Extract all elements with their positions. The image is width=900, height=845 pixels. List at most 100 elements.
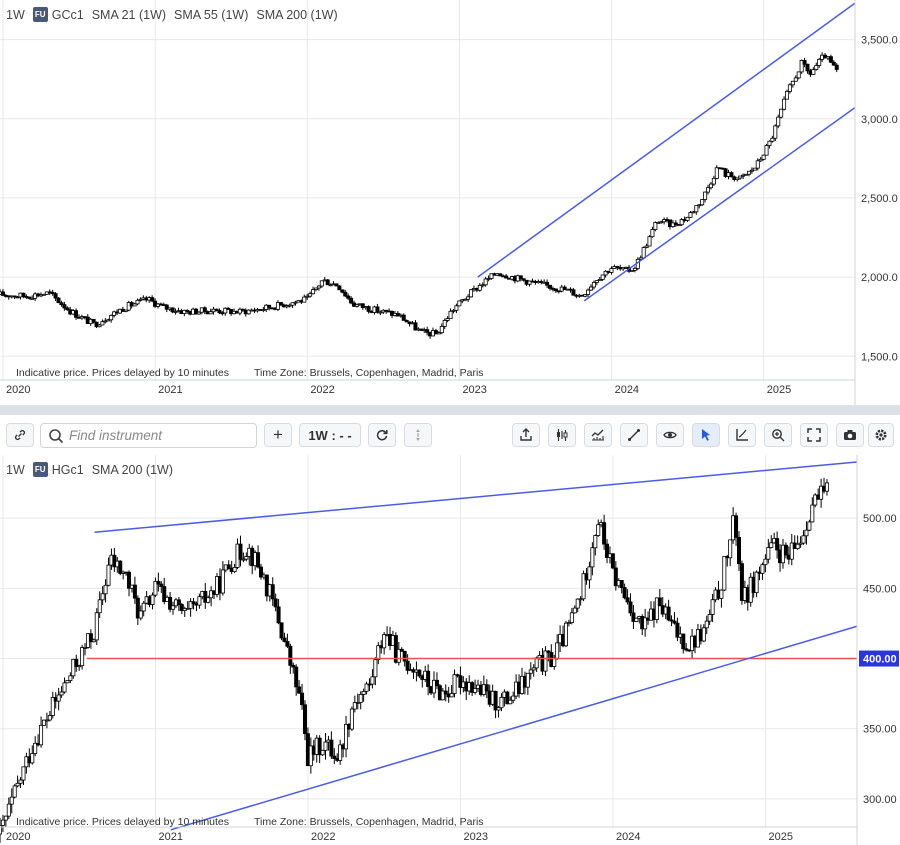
chart-panel-copper[interactable]: 300.00 350.00 450.00 500.00 400.00 2020 2021 20… — [0, 455, 900, 845]
search-input[interactable] — [69, 428, 249, 443]
candle-body — [65, 680, 70, 684]
candle-body — [352, 702, 357, 710]
price-axis-tick: 2,500.0 — [861, 193, 898, 205]
candle-body — [470, 682, 475, 693]
candle-body — [328, 284, 333, 287]
candle-body — [596, 524, 601, 536]
candle-body — [555, 642, 560, 659]
chart-canvas-gold[interactable]: 1,500.0 2,000.0 2,500.0 3,000.0 3,500.0 2020 2… — [0, 0, 900, 405]
candle-body — [744, 173, 749, 176]
cursor-button[interactable] — [692, 423, 720, 447]
candle-body — [448, 310, 453, 319]
candle-body — [12, 295, 17, 298]
candle-body — [226, 564, 231, 569]
candle-body — [701, 627, 706, 642]
candlestick-icon — [557, 429, 568, 441]
time-axis-label: 2023 — [462, 384, 486, 396]
chart-type-button[interactable] — [548, 423, 576, 447]
candle-body — [508, 699, 513, 705]
interval-label[interactable]: 1W — [6, 7, 25, 22]
panel-divider[interactable] — [0, 405, 900, 415]
trendline — [583, 107, 856, 302]
candle-body — [293, 301, 298, 304]
candle-body — [156, 580, 161, 585]
candle-body — [714, 167, 719, 179]
link-button[interactable] — [6, 423, 34, 447]
candle-body — [179, 604, 184, 611]
candle-body — [773, 125, 778, 139]
candle-body — [749, 169, 754, 172]
candle-body — [300, 692, 305, 706]
interval-button[interactable]: 1W : - - — [299, 423, 361, 447]
candle-body — [562, 286, 567, 290]
indicator-label[interactable]: SMA 21 (1W) — [91, 7, 167, 22]
candle-body — [360, 303, 365, 309]
chart-canvas-copper[interactable]: 300.00 350.00 450.00 500.00 400.00 2020 2021 20… — [0, 455, 900, 845]
candle-body — [521, 278, 526, 281]
candle-body — [425, 329, 430, 333]
candle-body — [313, 287, 318, 291]
candle-body — [267, 304, 272, 309]
candle-body — [583, 294, 588, 297]
price-axis-tick: 300.00 — [863, 794, 897, 806]
candle-body — [452, 674, 457, 694]
candle-body — [631, 612, 636, 622]
candle-body — [432, 679, 437, 694]
candle-body — [799, 60, 804, 73]
add-button[interactable]: + — [264, 423, 292, 447]
settings-button[interactable] — [868, 423, 894, 447]
reorder-button[interactable] — [404, 423, 432, 447]
candle-body — [88, 633, 93, 643]
symbol-label[interactable]: GCc1 — [51, 7, 84, 22]
candle-body — [376, 645, 381, 661]
candle-body — [71, 658, 76, 677]
symbol-label[interactable]: HGc1 — [51, 462, 84, 477]
snapshot-button[interactable] — [836, 423, 864, 447]
candle-body — [625, 597, 630, 603]
candle-body — [278, 302, 283, 306]
candle-body — [477, 285, 482, 291]
axis-button[interactable] — [728, 423, 756, 447]
candle-body — [214, 308, 219, 311]
indicator-label[interactable]: SMA 200 (1W) — [256, 7, 338, 22]
indicator-label[interactable]: SMA 55 (1W) — [174, 7, 249, 22]
indicator-label[interactable]: SMA 200 (1W) — [91, 462, 173, 477]
candle-body — [597, 278, 602, 282]
interval-label[interactable]: 1W — [6, 462, 25, 477]
candle-body — [15, 782, 20, 787]
indicators-button[interactable] — [584, 423, 612, 447]
draw-line-button[interactable] — [620, 423, 648, 447]
share-icon — [520, 428, 532, 441]
candle-body — [150, 297, 155, 302]
search-box[interactable] — [40, 423, 257, 448]
candle-body — [659, 221, 664, 224]
candle-body — [206, 597, 211, 603]
candle-body — [413, 322, 418, 331]
time-axis-label: 2021 — [159, 831, 183, 843]
candle-body — [402, 650, 407, 662]
candle-body — [563, 622, 568, 647]
visibility-button[interactable] — [656, 423, 684, 447]
refresh-button[interactable] — [368, 423, 396, 447]
candle-body — [355, 702, 360, 704]
candle-body — [729, 172, 734, 178]
candle-body — [831, 61, 836, 66]
candle-body — [518, 275, 523, 280]
fullscreen-button[interactable] — [800, 423, 828, 447]
candle-body — [675, 622, 680, 638]
candle-body — [132, 303, 137, 307]
chart-panel-gold[interactable]: 1,500.0 2,000.0 2,500.0 3,000.0 3,500.0 2020 2… — [0, 0, 900, 405]
candle-body — [764, 145, 769, 156]
candle-body — [811, 69, 816, 75]
candle-body — [770, 137, 775, 142]
candle-body — [65, 307, 70, 311]
candle-body — [676, 224, 681, 227]
candle-body — [94, 321, 99, 328]
candle-body — [782, 98, 787, 110]
candle-body — [591, 282, 596, 288]
zoom-button[interactable] — [764, 423, 792, 447]
candle-body — [320, 749, 325, 756]
candle-body — [629, 269, 634, 272]
candle-body — [103, 584, 108, 595]
share-button[interactable] — [512, 423, 540, 447]
